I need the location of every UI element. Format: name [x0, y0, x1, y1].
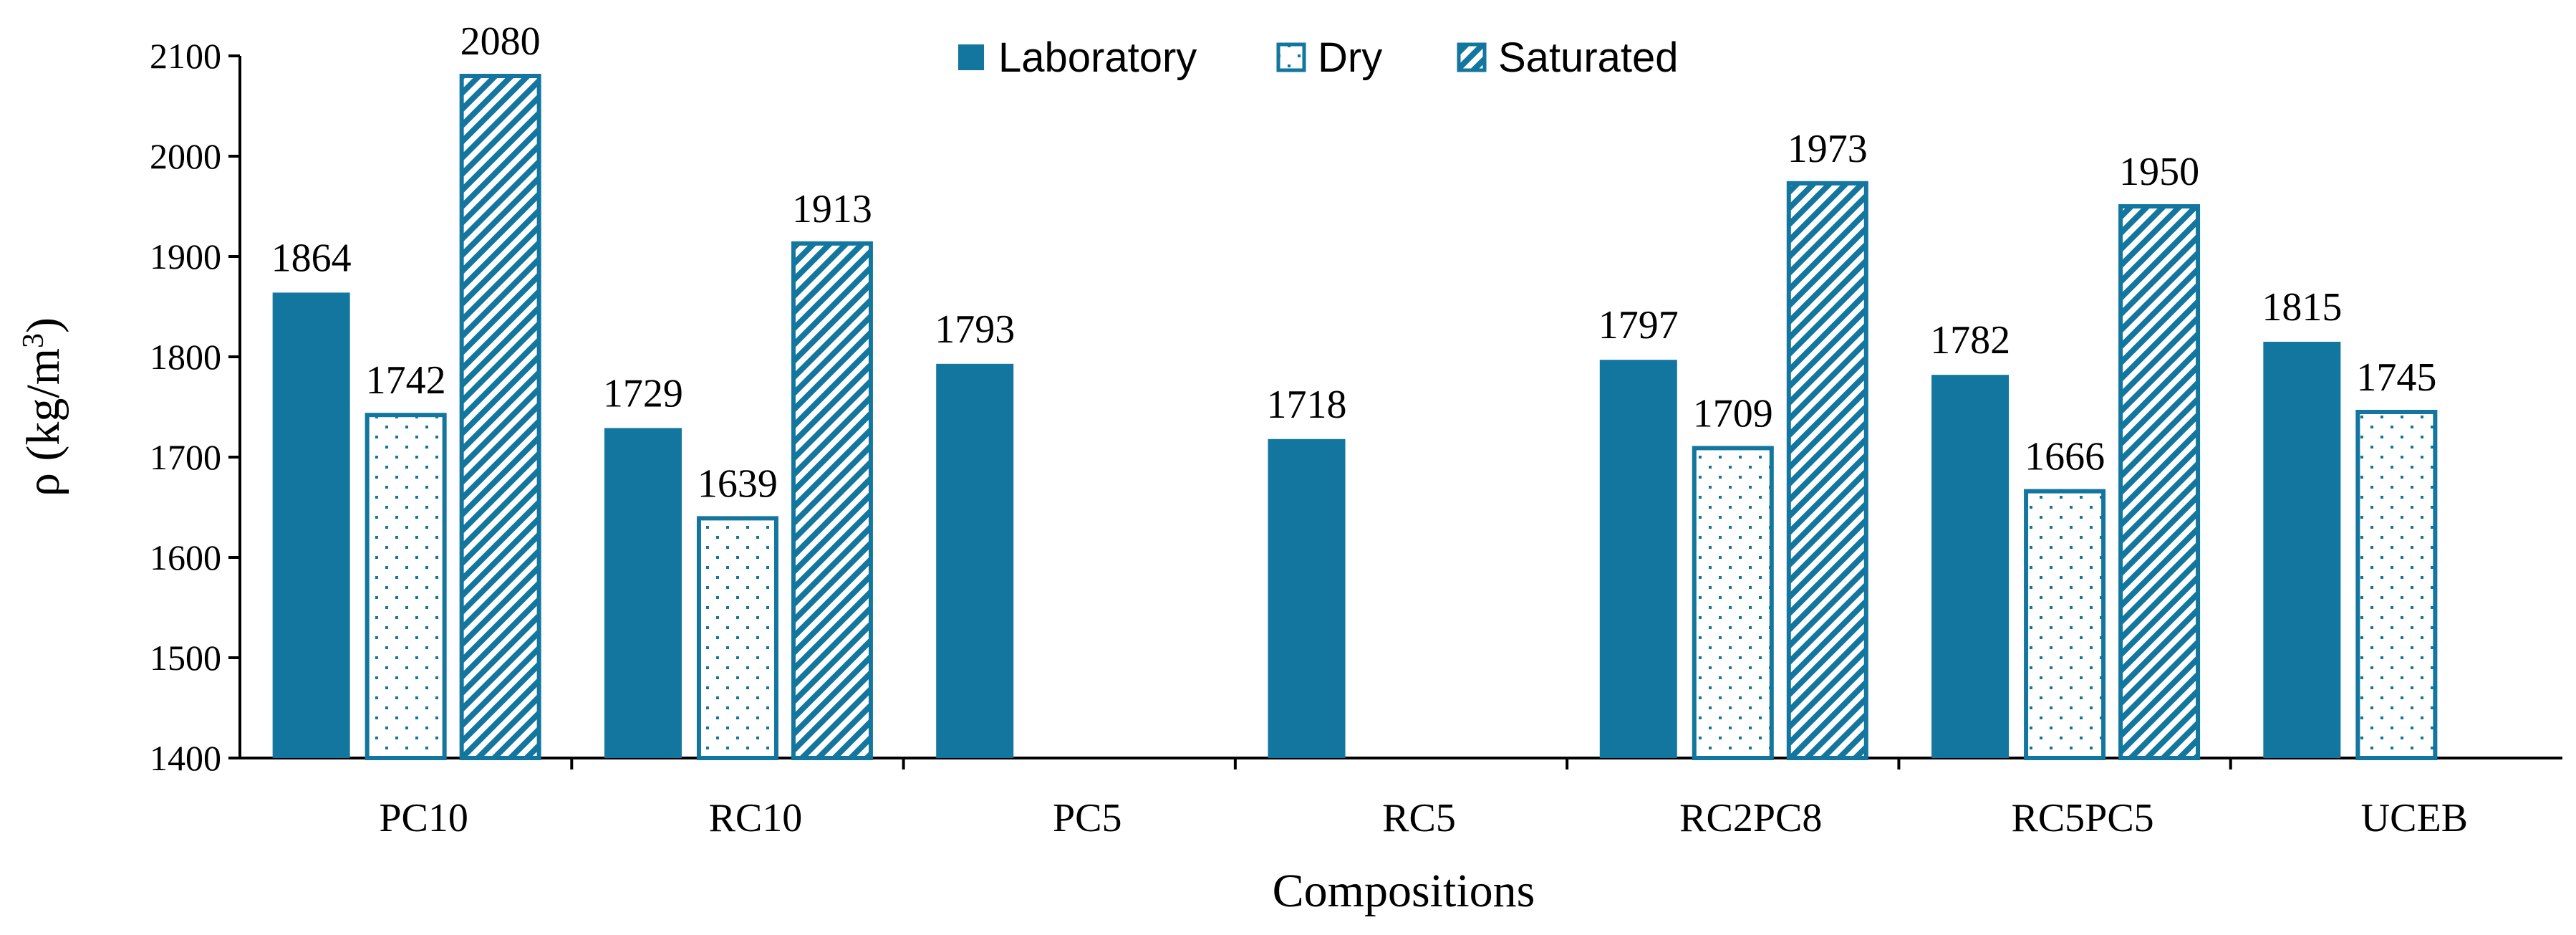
- bar-dry: [365, 413, 447, 760]
- x-tick-label: RC5: [1382, 796, 1456, 840]
- data-label: 1742: [366, 358, 446, 403]
- legend-label: Saturated: [1498, 34, 1679, 81]
- bars: [272, 74, 2438, 761]
- bar-laboratory: [1599, 360, 1677, 758]
- y-axis-title-close: ): [17, 317, 69, 333]
- data-label: 1950: [2119, 150, 2199, 194]
- bar-laboratory: [1931, 375, 2010, 758]
- bar-saturated: [791, 241, 873, 760]
- bar-dry: [2355, 410, 2438, 760]
- data-label: 1709: [1693, 391, 1773, 436]
- data-label: 1797: [1598, 303, 1679, 347]
- x-tick-label: PC5: [1053, 796, 1122, 840]
- data-label: 1729: [603, 371, 683, 416]
- x-tick-label: RC5PC5: [2011, 796, 2153, 840]
- bar-saturated: [2118, 204, 2201, 760]
- y-tick-label: 1900: [150, 236, 221, 277]
- axes: 1400 1500 1600 1700 1800 1900 2000 2100 PC10 RC10…: [150, 36, 2562, 840]
- legend-label: Dry: [1318, 34, 1382, 81]
- bar-dry: [2024, 489, 2106, 760]
- data-label: 1913: [792, 187, 872, 231]
- data-label: 1864: [271, 236, 352, 280]
- bar-saturated: [1786, 181, 1868, 761]
- y-axis-title-main: ρ (kg/m: [17, 348, 69, 497]
- x-axis-title: Compositions: [1273, 865, 1535, 917]
- x-tick-label: RC10: [709, 796, 803, 840]
- data-label: 1793: [935, 307, 1015, 352]
- data-label: 1782: [1930, 318, 2010, 363]
- bar-laboratory: [2263, 342, 2341, 758]
- data-label: 1666: [2025, 435, 2105, 479]
- y-tick-label: 1400: [150, 738, 221, 778]
- bar-laboratory: [272, 292, 350, 758]
- y-tick-label: 1600: [150, 537, 221, 577]
- bar-saturated: [459, 74, 541, 760]
- data-label: 1815: [2262, 285, 2342, 330]
- legend-swatch-laboratory: [958, 44, 984, 70]
- bar-laboratory: [604, 428, 682, 758]
- x-tick-label: PC10: [379, 796, 468, 840]
- bar-laboratory: [1268, 438, 1346, 758]
- y-tick-label: 1500: [150, 638, 221, 678]
- x-tick-label: UCEB: [2361, 796, 2468, 840]
- bar-dry: [696, 516, 778, 761]
- data-label: 1973: [1788, 127, 1868, 171]
- y-tick-label: 2100: [150, 36, 221, 76]
- legend-swatch-saturated: [1457, 42, 1487, 72]
- y-tick-label: 2000: [150, 136, 221, 176]
- legend-swatch-dry: [1276, 42, 1306, 72]
- y-axis-title-superscript: 3: [17, 333, 50, 348]
- legend-label: Laboratory: [998, 34, 1197, 81]
- y-tick-label: 1700: [150, 437, 221, 477]
- y-axis-title: ρ (kg/m3): [17, 317, 69, 497]
- data-label: 1639: [698, 461, 778, 506]
- data-label: 1718: [1267, 383, 1347, 427]
- data-label: 1745: [2356, 355, 2436, 400]
- y-tick-label: 1800: [150, 337, 221, 377]
- data-labels: 1864 1742 2080 1729 1639 1913 1793 1718 1797 1709…: [271, 19, 2437, 506]
- data-label: 2080: [460, 19, 541, 64]
- bar-laboratory: [936, 363, 1014, 758]
- x-tick-label: RC2PC8: [1679, 796, 1822, 840]
- legend: Laboratory Dry Saturated: [958, 34, 1679, 81]
- bar-dry: [1692, 446, 1774, 761]
